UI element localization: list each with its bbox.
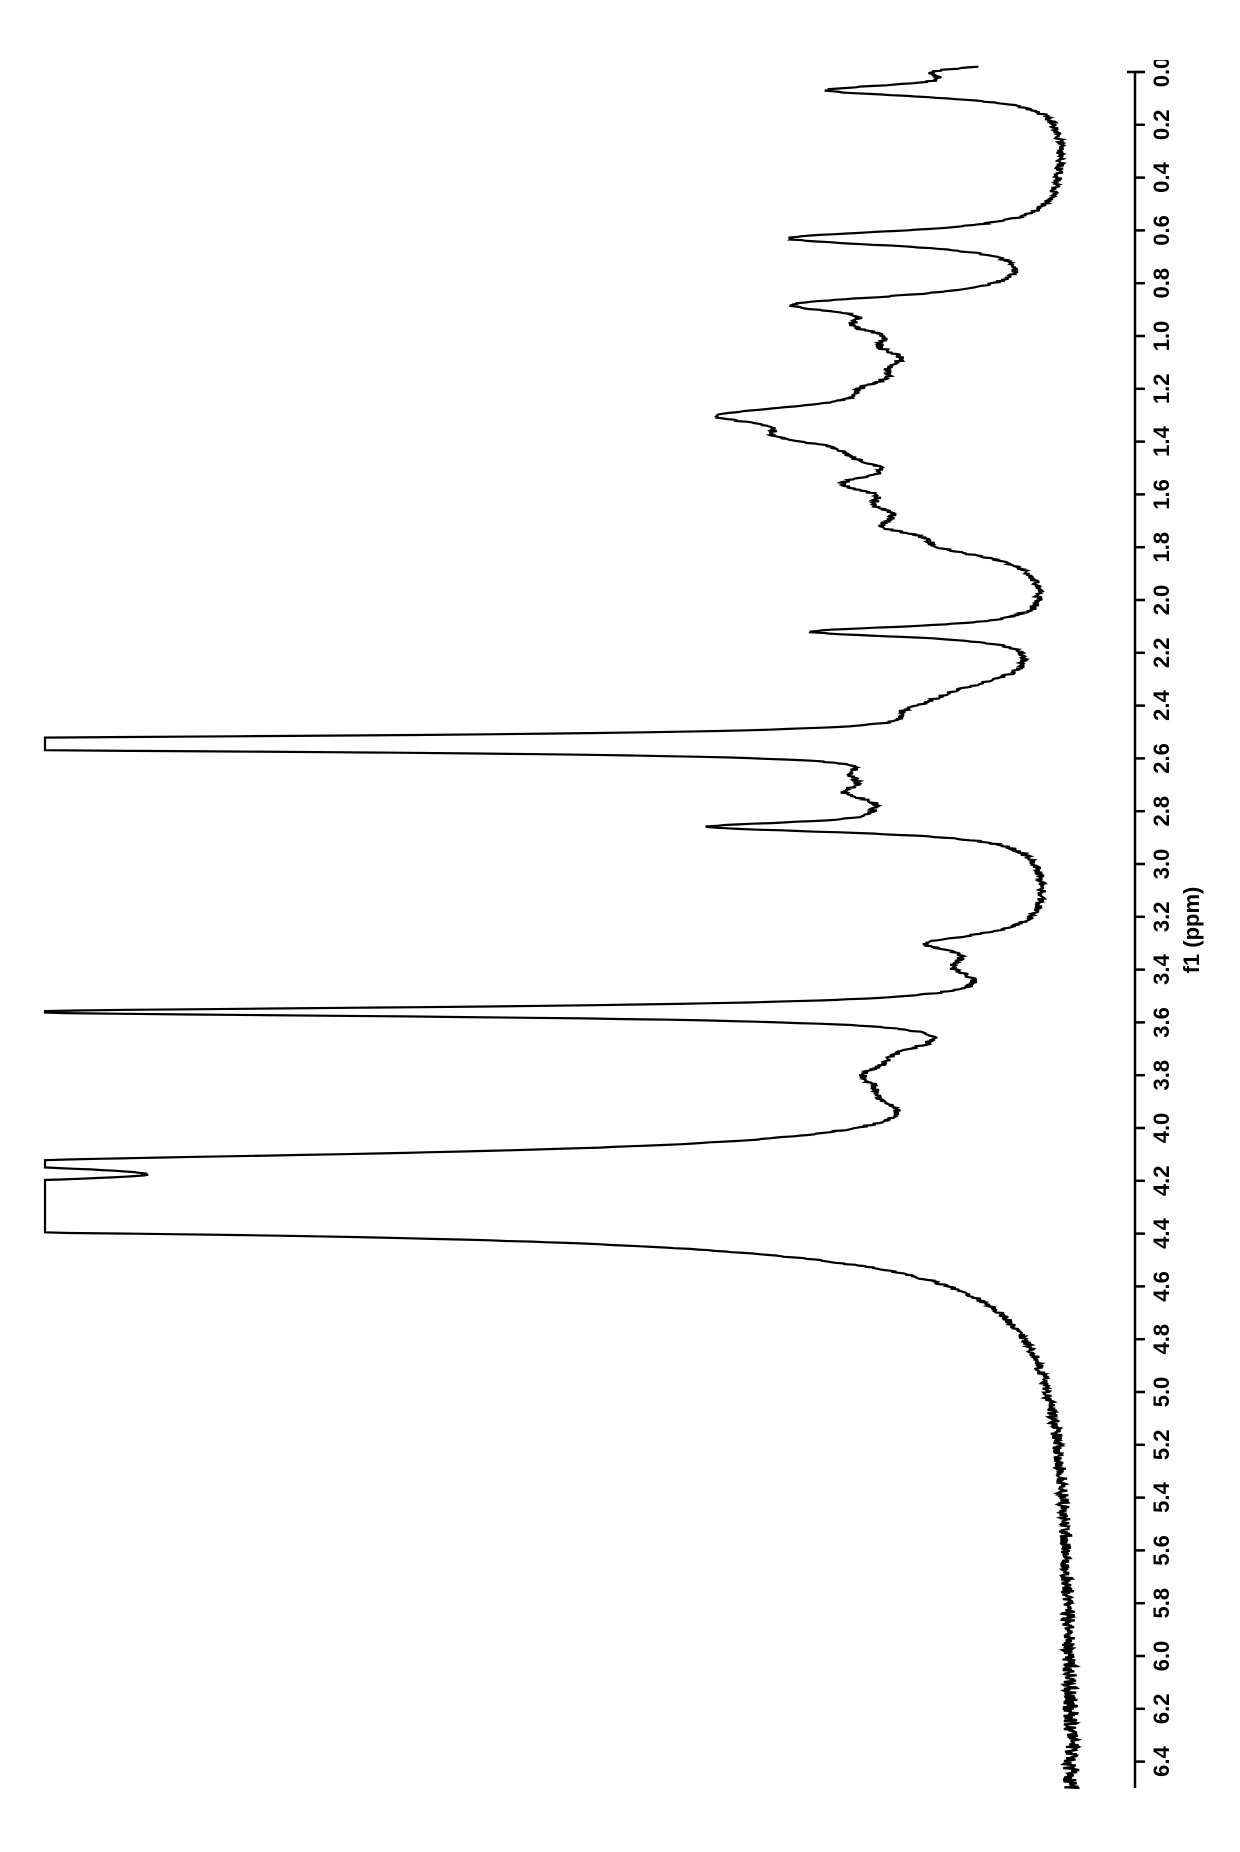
x-tick-label: 6.2 [1149, 1694, 1174, 1725]
x-tick-label: 6.4 [1149, 1746, 1174, 1777]
x-tick-label: 0.8 [1149, 268, 1174, 299]
x-tick-label: 0.6 [1149, 215, 1174, 246]
x-tick-label: 3.0 [1149, 849, 1174, 880]
x-tick-label: 4.6 [1149, 1271, 1174, 1302]
x-tick-label: 2.2 [1149, 638, 1174, 669]
spectrum-trace [45, 67, 1080, 1788]
x-tick-label: 2.4 [1149, 690, 1174, 721]
x-tick-label: 3.6 [1149, 1007, 1174, 1038]
x-tick-label: 3.2 [1149, 902, 1174, 933]
x-axis: 0.0 0.2 0.4 0.6 0.8 1.0 1.2 1.4 1.6 1.8 2.0 2.2 2.4 2… [1127, 60, 1204, 1788]
x-tick-label: 1.6 [1149, 479, 1174, 510]
x-tick-label: 5.4 [1149, 1482, 1174, 1513]
x-tick-label: 2.0 [1149, 585, 1174, 616]
x-tick-label: 0.0 [1149, 60, 1174, 87]
x-tick-label: 0.2 [1149, 110, 1174, 141]
nmr-spectrum: 0.0 0.2 0.4 0.6 0.8 1.0 1.2 1.4 1.6 1.8 2.0 2.2 2.4 2… [25, 60, 1215, 1820]
x-tick-label: 3.4 [1149, 954, 1174, 985]
x-tick-label: 5.0 [1149, 1377, 1174, 1408]
x-tick-label: 1.4 [1149, 426, 1174, 457]
x-tick-label: 1.0 [1149, 321, 1174, 352]
nmr-spectrum-container: 0.0 0.2 0.4 0.6 0.8 1.0 1.2 1.4 1.6 1.8 2.0 2.2 2.4 2… [25, 60, 1215, 1820]
x-tick-label: 3.8 [1149, 1060, 1174, 1091]
x-tick-label: 5.6 [1149, 1535, 1174, 1566]
x-tick-label: 2.8 [1149, 796, 1174, 827]
x-tick-label: 0.4 [1149, 162, 1174, 193]
x-tick-label: 6.0 [1149, 1641, 1174, 1672]
x-tick-label: 5.2 [1149, 1430, 1174, 1461]
x-tick-label: 5.8 [1149, 1588, 1174, 1619]
x-tick-label: 1.8 [1149, 532, 1174, 563]
x-tick-label: 4.0 [1149, 1113, 1174, 1144]
x-tick-label: 4.8 [1149, 1324, 1174, 1355]
x-tick-label: 4.4 [1149, 1218, 1174, 1249]
page: 0.0 0.2 0.4 0.6 0.8 1.0 1.2 1.4 1.6 1.8 2.0 2.2 2.4 2… [0, 0, 1240, 1852]
x-tick-label: 1.2 [1149, 374, 1174, 405]
x-axis-label: f1 (ppm) [1179, 887, 1204, 974]
x-tick-label: 2.6 [1149, 743, 1174, 774]
x-tick-label: 4.2 [1149, 1166, 1174, 1197]
